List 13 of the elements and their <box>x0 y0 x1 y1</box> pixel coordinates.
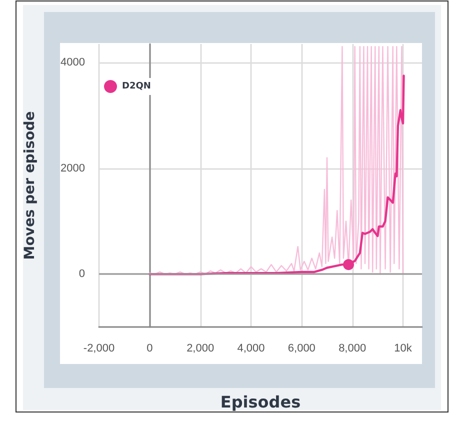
x-tick-label: -2,000 <box>83 342 115 354</box>
x-tick-label: 4,000 <box>237 342 265 354</box>
y-axis-title: Moves per episode <box>22 111 38 260</box>
legend-label: D2QN <box>122 82 151 92</box>
y-tick-label: 0 <box>78 268 85 280</box>
x-tick-label: 2,000 <box>186 342 214 354</box>
x-tick-label: 8,000 <box>338 342 366 354</box>
y-tick-label: 4000 <box>60 56 85 69</box>
x-axis-title: Episodes <box>220 392 301 412</box>
x-tick-label: 10k <box>394 342 412 354</box>
x-tick-label: 6,000 <box>288 342 316 354</box>
x-tick-label: 0 <box>146 342 153 354</box>
y-tick-label: 2000 <box>60 162 85 174</box>
